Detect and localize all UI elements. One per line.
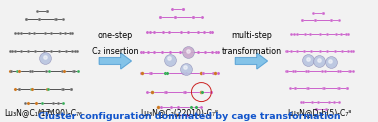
Text: C₂ insertion: C₂ insertion	[92, 47, 139, 56]
Text: Lu₃N@C₂(22010)-C₇⁸: Lu₃N@C₂(22010)-C₇⁸	[141, 108, 218, 117]
Text: Lu₃N@D₃h(5)-C₇⁸: Lu₃N@D₃h(5)-C₇⁸	[287, 108, 352, 117]
Text: Lu₃N@C₁(17490)-C₇₆: Lu₃N@C₁(17490)-C₇₆	[5, 108, 82, 117]
Text: transformation: transformation	[221, 47, 282, 56]
Polygon shape	[99, 53, 132, 69]
Text: multi-step: multi-step	[231, 31, 272, 40]
Polygon shape	[235, 53, 268, 69]
Text: one-step: one-step	[98, 31, 133, 40]
Text: Cluster configuration dominated by cage transformation: Cluster configuration dominated by cage …	[38, 112, 340, 121]
